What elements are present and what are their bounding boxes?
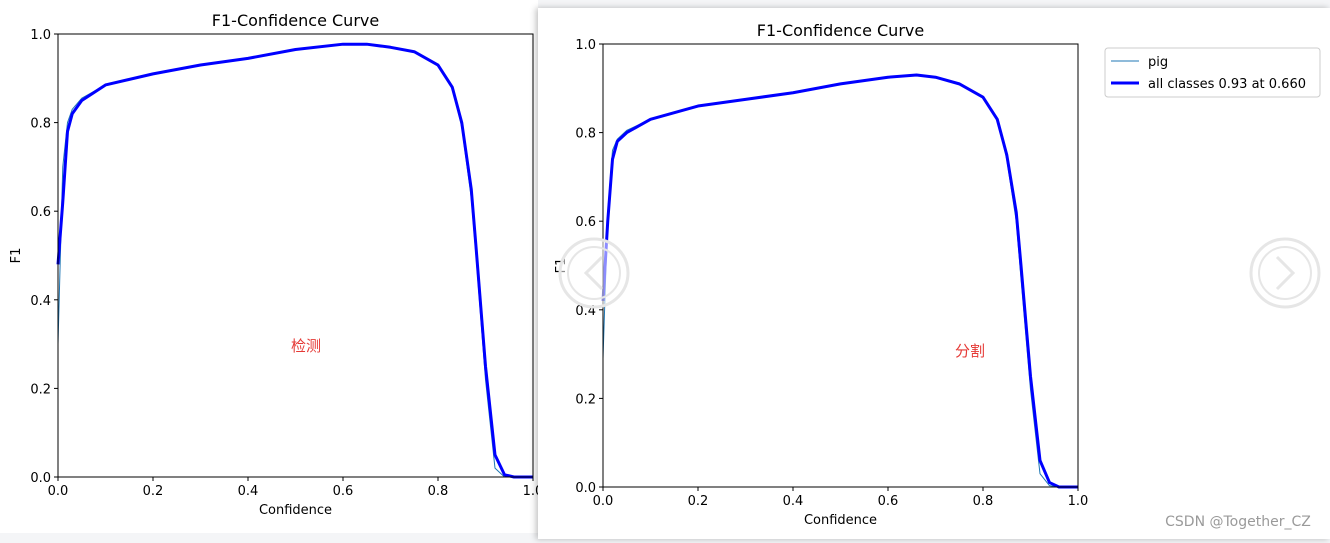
x-tick-label: 0.4 (238, 484, 259, 499)
plot-frame (57, 33, 534, 478)
chart-left: 0.0 0.2 0.4 0.6 0.8 1.0 0.0 0.2 0.4 0.6 0.8 1.0 F1-C… (0, 0, 538, 533)
series-line (57, 43, 533, 478)
x-tick-label: 0.6 (878, 494, 899, 509)
chart-title: F1-Confidence Curve (212, 11, 379, 30)
legend-box (1104, 47, 1321, 98)
carousel-button[interactable] (558, 237, 630, 309)
viewer-panel: 0.0 0.2 0.4 0.6 0.8 1.0 0.0 0.2 0.4 0.6 0.8 1.0 F1-C… (538, 8, 1330, 539)
y-axis-label: F1 (9, 248, 24, 264)
carousel-ring (1258, 246, 1312, 300)
y-tick-label: 0.8 (30, 117, 51, 132)
legend-label: all classes 0.93 at 0.660 (1148, 77, 1306, 92)
y-tick-label: 0.6 (30, 205, 51, 220)
annotation: 检测 (291, 337, 321, 355)
y-tick-label: 0.0 (30, 471, 51, 486)
plot-frame (602, 43, 1079, 488)
chart-title: F1-Confidence Curve (757, 21, 924, 40)
watermark: CSDN @Together_CZ (1165, 514, 1311, 530)
x-tick-label: 1.0 (523, 484, 538, 499)
x-tick-label: 0.2 (688, 494, 709, 509)
x-tick-label: 0.8 (973, 494, 994, 509)
legend-label: pig (1148, 55, 1168, 70)
series-line (601, 73, 1078, 489)
carousel-arrow (583, 255, 604, 291)
x-tick-label: 0.2 (143, 484, 164, 499)
carousel-button[interactable] (1249, 237, 1321, 309)
series-line (56, 42, 533, 479)
y-tick-label: 0.2 (30, 382, 51, 397)
x-tick-label: 0.6 (333, 484, 354, 499)
y-tick-label: 0.8 (575, 127, 596, 142)
y-tick-label: 0.0 (575, 481, 596, 496)
y-tick-label: 1.0 (30, 28, 51, 43)
x-axis-label: Confidence (259, 503, 332, 518)
y-tick-label: 0.2 (575, 392, 596, 407)
annotation: 分割 (955, 342, 985, 360)
y-tick-label: 0.6 (575, 215, 596, 230)
x-tick-label: 0.8 (428, 484, 449, 499)
x-tick-label: 0.4 (783, 494, 804, 509)
chart-right: 0.0 0.2 0.4 0.6 0.8 1.00.00.20.40.60.81.0F1-C… (554, 21, 1321, 530)
y-tick-label: 0.4 (30, 294, 51, 309)
y-tick-label: 1.0 (575, 38, 596, 53)
series-line (602, 74, 1078, 488)
carousel-arrow (1275, 255, 1296, 291)
x-tick-label: 0.0 (593, 494, 614, 509)
x-tick-label: 1.0 (1068, 494, 1089, 509)
x-axis-label: Confidence (804, 513, 877, 528)
x-tick-label: 0.0 (48, 484, 69, 499)
carousel-ring (567, 246, 621, 300)
